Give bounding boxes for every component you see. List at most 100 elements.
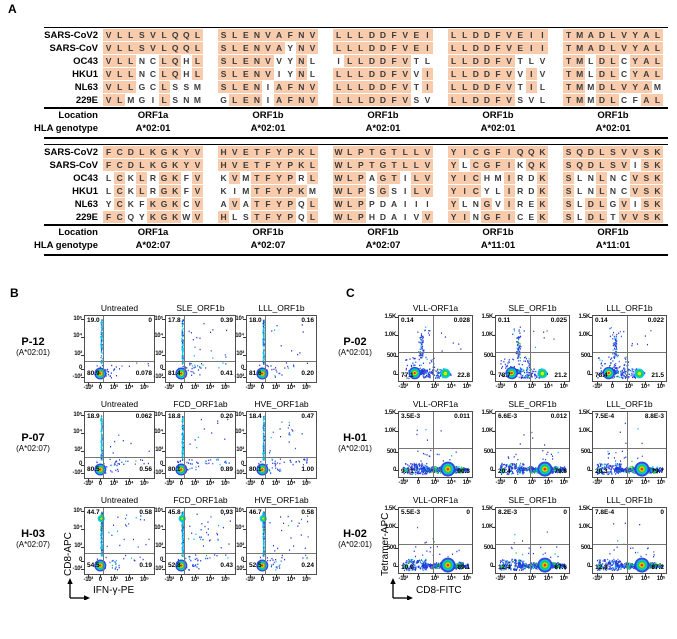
residue: N [295,42,307,54]
gate-horizontal [496,351,569,354]
x-tick-mark [531,478,533,481]
residue: V [618,198,630,210]
y-tick-mark [81,569,84,571]
x-tick-mark [564,574,565,577]
residue: C [149,69,157,79]
scatter-dots [499,431,567,477]
flow-plot [495,411,570,478]
residue: V [629,211,641,223]
location-row-label: Location [58,110,98,121]
residue: Q [574,146,586,158]
residue: T [366,159,378,171]
quadrant-lr: 0.56 [139,466,152,473]
x-tick-mark [88,575,90,578]
scatter-dots [256,319,309,380]
residue: S [640,146,652,158]
gate-vertical [433,316,435,381]
x-tick-mark [628,478,630,481]
residue: L [596,159,608,171]
gate-vertical [184,508,186,574]
residue: K [169,198,181,210]
x-tick-label: 10⁴ [124,577,134,583]
x-tick-mark [451,574,453,577]
residue: D [470,94,482,106]
y-tick-mark [162,473,165,475]
residue: K [517,160,524,170]
plot-title: LLL_ORF1b [606,303,653,313]
residue: I [233,186,236,196]
residue: V [306,94,318,106]
y-tick-mark [81,528,84,530]
quadrant-lr: 21.5 [651,372,664,379]
residue: S [218,42,230,54]
residue: W [333,185,345,197]
x-tick-label: 0 [610,576,614,582]
x-tick-mark [418,382,420,385]
residue: T [388,159,400,171]
quadrant-ur: 0.93 [220,509,233,516]
residue: L [459,55,471,67]
residue: I [277,69,281,79]
gate-horizontal [85,456,154,458]
residue: F [492,159,504,171]
residue: Y [629,81,641,93]
residue: D [596,68,608,80]
residue: G [138,95,146,105]
y-tick-mark [492,509,495,511]
residue: D [366,42,378,54]
residue: L [309,69,316,79]
plot-title: LLL_ORF1b [606,495,653,505]
residue: F [492,81,504,93]
residue: L [158,42,170,54]
x-tick-mark [548,382,550,385]
y-tick-mark [162,354,165,356]
c-axis-arrow-icon [390,578,413,600]
residue: P [369,199,375,209]
residue: K [295,185,307,197]
residue: S [242,212,249,222]
x-tick-label: 10⁵ [140,481,149,487]
y-tick-label: 10⁵ [235,315,244,322]
residue: D [377,42,389,54]
residue: I [634,199,637,209]
y-tick-mark [162,546,165,548]
x-tick-mark [262,575,264,578]
residue: Q [525,146,537,158]
y-tick-mark [589,374,592,376]
residue: V [421,211,433,223]
x-tick-label: 0 [610,480,614,486]
residue: P [284,172,296,184]
y-tick-mark [81,377,84,379]
residue: G [481,198,493,210]
x-tick-mark [100,383,102,386]
residue: L [577,199,583,209]
residue: D [481,29,493,41]
residue: I [459,146,471,158]
residue: T [563,42,575,54]
x-tick-mark [467,574,468,577]
residue: D [596,29,608,41]
hla-genotype-value: A*02:01 [595,123,631,134]
residue: V [147,42,159,54]
y-tick-label: 10⁵ [235,411,244,418]
residue: K [536,185,548,197]
scatter-dots [500,326,555,380]
residue: L [114,81,126,93]
y-tick-mark [81,511,84,513]
quadrant-ul: 0.14 [401,317,414,324]
gate-vertical [103,508,105,574]
y-tick-mark [162,377,165,379]
quadrant-ul: 3.5E-3 [401,413,421,420]
residue: L [344,159,356,171]
gate-vertical [103,316,105,382]
y-tick-label: 500 [580,448,590,455]
residue: Q [574,159,586,171]
y-tick-label: 1.0K [481,427,494,434]
